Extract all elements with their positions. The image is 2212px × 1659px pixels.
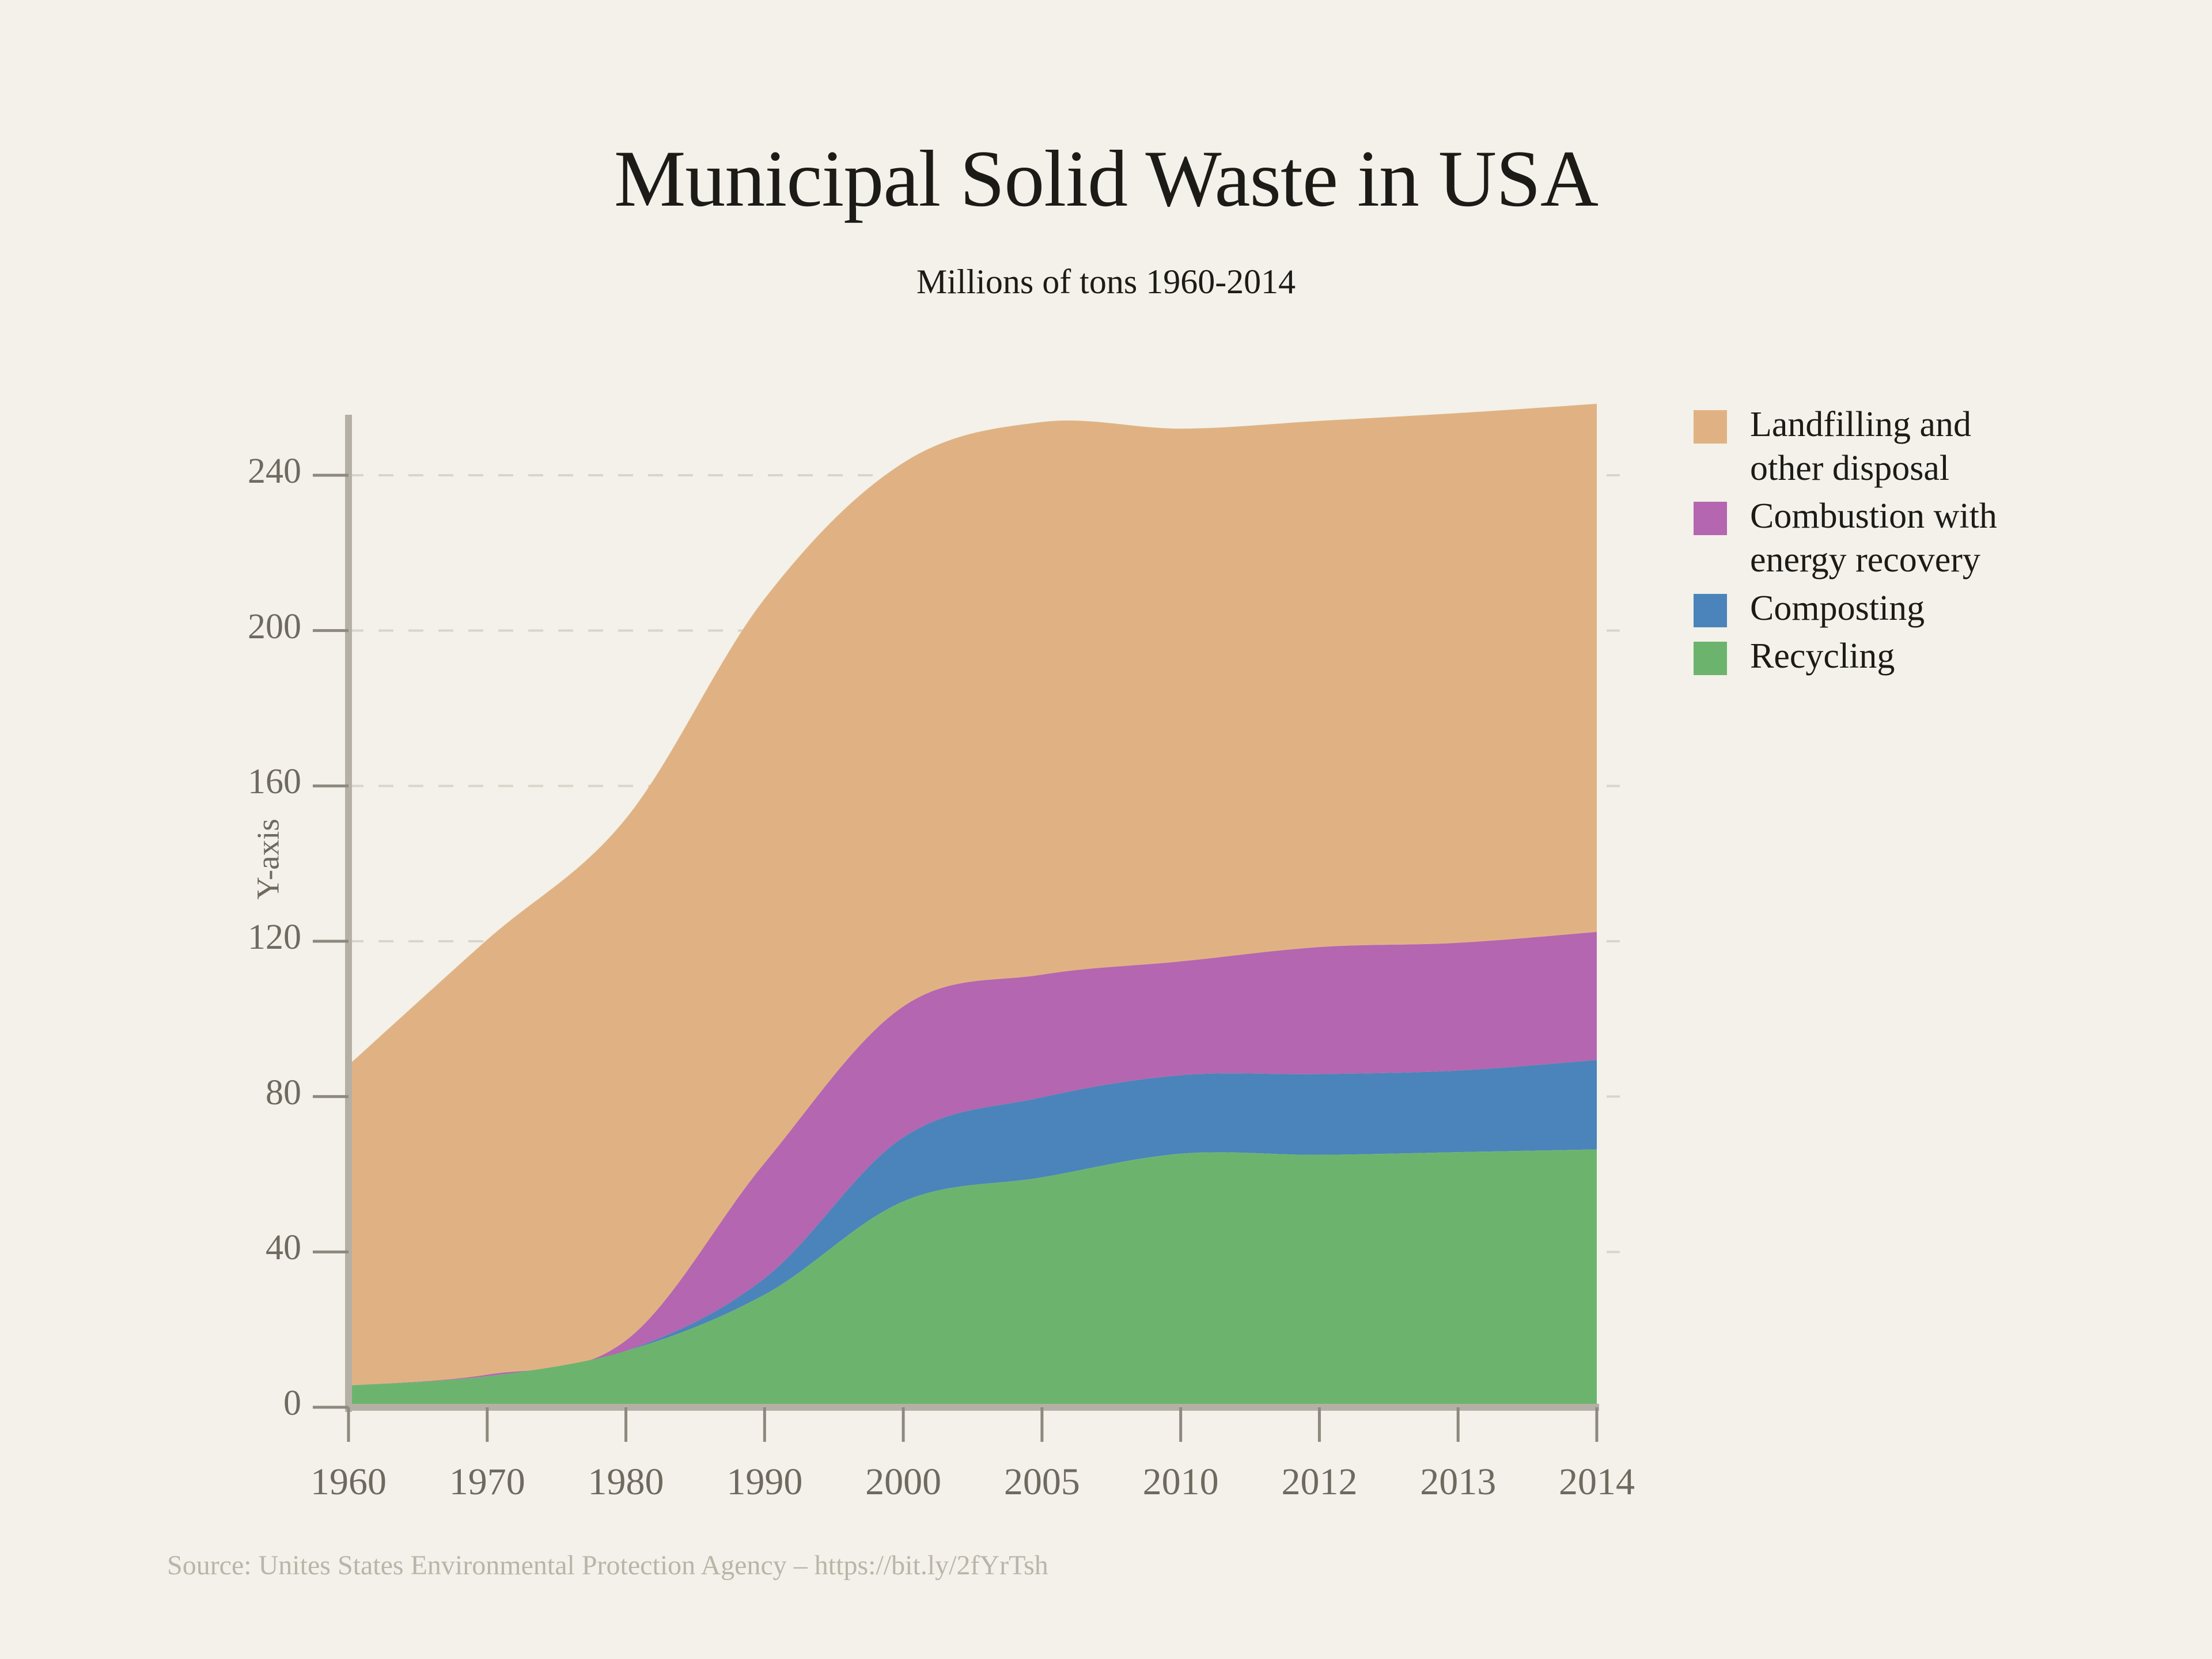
legend-label: Combustion with energy recovery: [1750, 497, 1997, 579]
page-subtitle: Millions of tons 1960-2014: [916, 263, 1296, 301]
x-tick-label: 1980: [588, 1461, 664, 1503]
y-tick-label: 120: [248, 918, 301, 957]
area-series-landfilling-and-other-disposal: [349, 403, 1597, 1386]
x-tick-label: 2013: [1420, 1461, 1497, 1503]
x-tick-label: 2012: [1281, 1461, 1358, 1503]
y-tick-label: 80: [266, 1073, 301, 1112]
x-tick-label: 2014: [1559, 1461, 1635, 1503]
legend-label: Recycling: [1750, 637, 1895, 676]
x-tick-label: 1970: [449, 1461, 525, 1503]
legend-swatch-icon: [1694, 593, 1727, 627]
y-tick-label: 240: [248, 452, 301, 491]
legend-swatch-icon: [1694, 502, 1727, 536]
legend-item-composting[interactable]: Composting: [1694, 587, 2120, 631]
legend-label: Landfilling and other disposal: [1750, 405, 1971, 488]
legend-item-combustion-with[interactable]: Combustion with energy recovery: [1694, 495, 2120, 582]
legend-swatch-icon: [1694, 410, 1727, 444]
legend-label: Composting: [1750, 588, 1925, 628]
y-tick-label: 200: [248, 607, 301, 646]
area-series-combustion-with-energy-recovery: [349, 931, 1597, 1386]
y-tick-label: 0: [283, 1384, 301, 1423]
x-tick-label: 2010: [1142, 1461, 1219, 1503]
chart-legend: Landfilling and other disposal Combustion…: [1694, 403, 2120, 683]
page-title: Municipal Solid Waste in USA: [613, 134, 1599, 224]
legend-item-landfilling-and[interactable]: Landfilling and other disposal: [1694, 403, 2120, 490]
y-tick-label: 160: [248, 762, 301, 802]
legend-swatch-icon: [1694, 642, 1727, 676]
legend-item-recycling[interactable]: Recycling: [1694, 635, 2120, 679]
x-tick-label: 1990: [726, 1461, 803, 1503]
y-tick-label: 40: [266, 1228, 301, 1268]
area-series-composting: [349, 1060, 1597, 1386]
x-tick-label: 2000: [865, 1461, 942, 1503]
x-tick-label: 2005: [1003, 1461, 1080, 1503]
area-series-recycling: [349, 1149, 1597, 1407]
x-tick-label: 1960: [310, 1461, 387, 1503]
source-note: Source: Unites States Environmental Prot…: [167, 1550, 1048, 1581]
